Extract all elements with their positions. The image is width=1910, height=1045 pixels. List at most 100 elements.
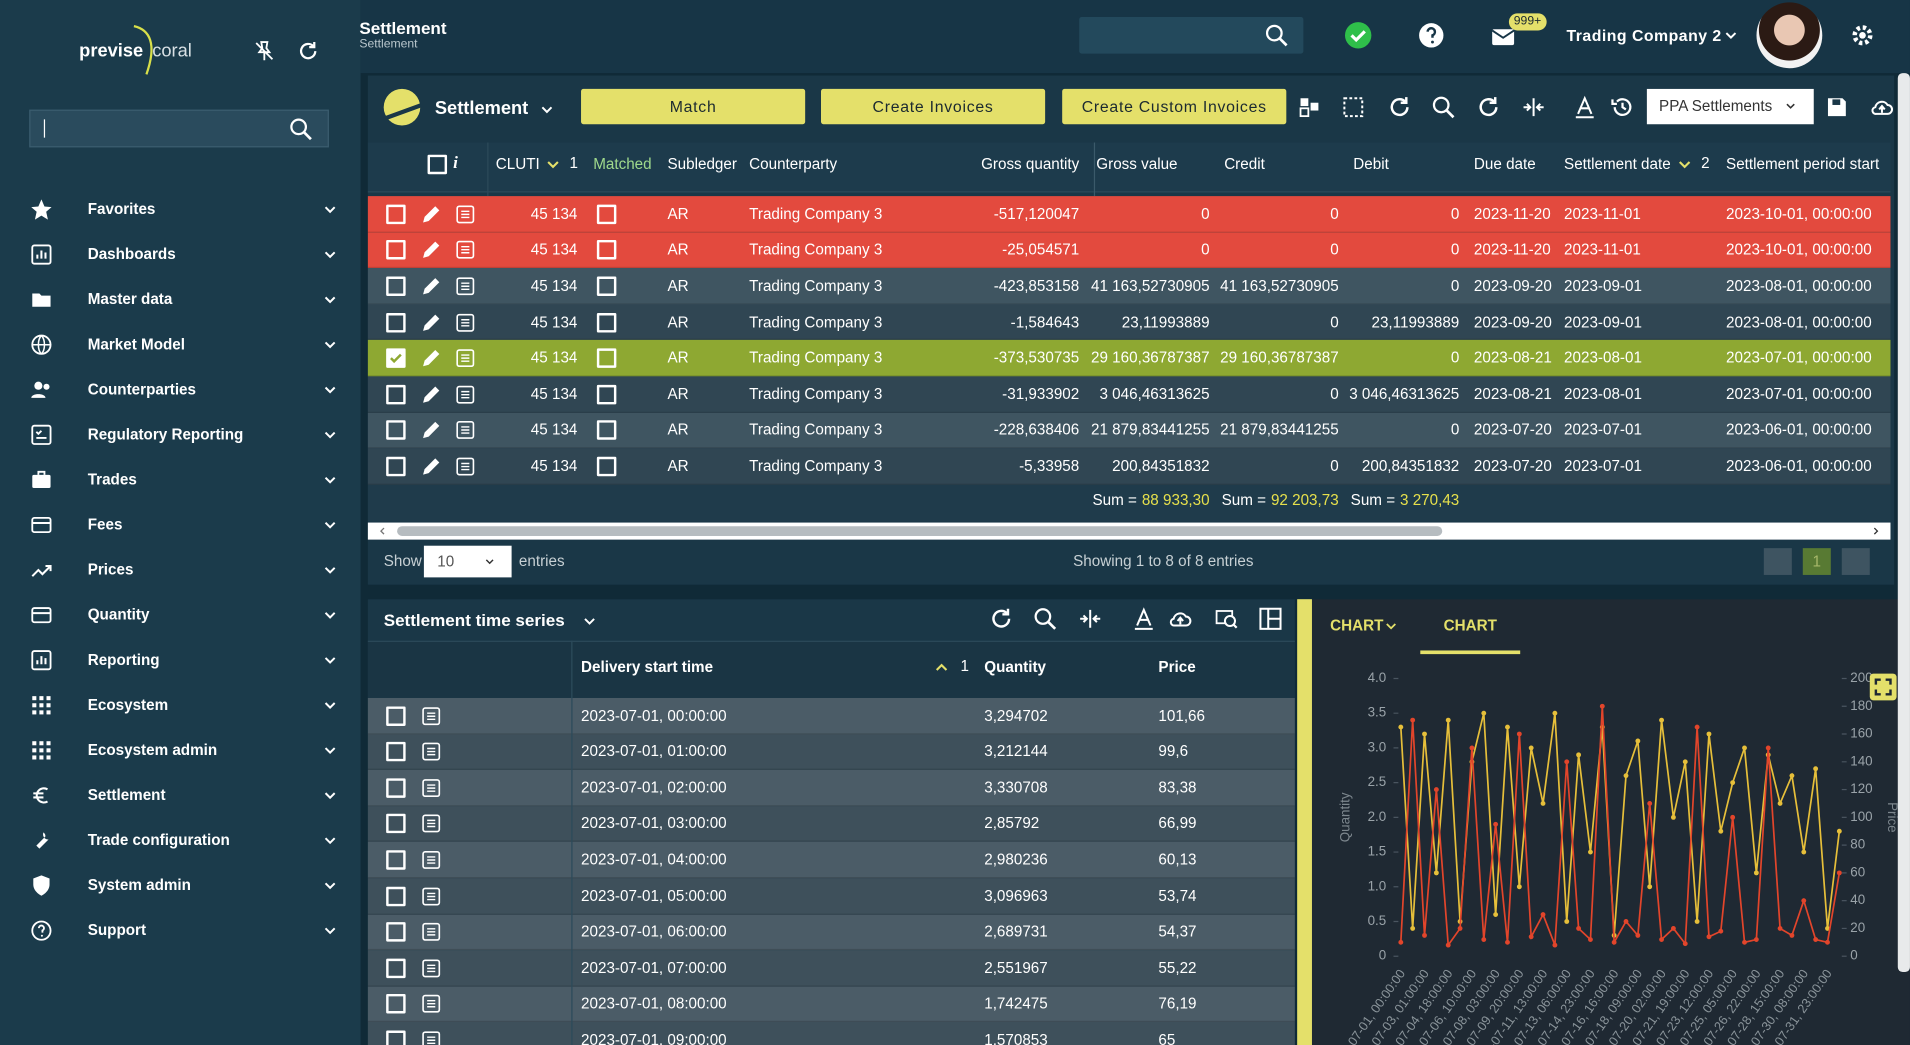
scroll-right[interactable] — [1870, 525, 1882, 537]
edit-button[interactable] — [419, 346, 443, 370]
grid-row[interactable] — [367, 412, 1891, 449]
menu-chevron[interactable] — [321, 471, 339, 489]
menu-item[interactable]: Market Model — [87, 335, 186, 353]
menu-chevron[interactable] — [324, 747, 336, 755]
column-header[interactable]: Gross quantity — [981, 155, 1080, 173]
menu-chevron[interactable] — [324, 251, 336, 259]
sidebar-search-icon[interactable] — [287, 116, 314, 143]
column-header[interactable]: Subledger — [667, 155, 737, 173]
matched-checkbox[interactable] — [596, 456, 617, 477]
scroll-left[interactable] — [380, 527, 385, 535]
column-header[interactable]: Settlement date — [1564, 155, 1671, 173]
help-button[interactable] — [1431, 40, 1434, 44]
toolbar-button[interactable] — [1520, 94, 1547, 121]
sort-indicator[interactable] — [1675, 155, 1694, 174]
row-select[interactable] — [386, 1030, 406, 1045]
grid-row[interactable] — [367, 1022, 1295, 1045]
menu-chevron[interactable] — [321, 336, 339, 354]
menu-item[interactable]: System admin — [87, 876, 191, 894]
grid-row[interactable] — [367, 232, 1891, 269]
details-button[interactable] — [461, 210, 470, 218]
action-button[interactable]: Create Custom Invoices — [1062, 88, 1287, 125]
scrollbar[interactable] — [367, 522, 1891, 540]
details-button[interactable] — [427, 892, 436, 900]
toolbar-button[interactable] — [1002, 608, 1010, 616]
menu-chevron[interactable] — [321, 696, 339, 714]
toolbar-button[interactable] — [1575, 95, 1594, 119]
edit-button[interactable] — [419, 202, 443, 226]
menu-chevron[interactable] — [324, 386, 336, 394]
details-button[interactable] — [456, 313, 475, 332]
details-button[interactable] — [422, 706, 441, 725]
column-header[interactable]: Delivery start time — [581, 658, 714, 676]
toolbar-button[interactable] — [1299, 107, 1310, 118]
column-header[interactable]: Credit — [1224, 155, 1265, 173]
details-button[interactable] — [453, 310, 477, 334]
row-select[interactable] — [386, 994, 406, 1014]
details-button[interactable] — [419, 884, 443, 908]
matched-checkbox[interactable] — [596, 348, 617, 369]
menu-item[interactable]: Prices — [87, 561, 134, 579]
help-button[interactable] — [1417, 21, 1446, 50]
chart-tab[interactable]: CHART — [1330, 617, 1384, 635]
grid-row[interactable] — [367, 268, 1891, 305]
sort-indicator[interactable] — [935, 663, 948, 671]
menu-chevron[interactable] — [324, 567, 336, 574]
grid-row[interactable] — [367, 770, 1295, 807]
menu-chevron[interactable] — [321, 786, 339, 804]
details-button[interactable] — [422, 995, 441, 1014]
edit-button[interactable] — [419, 418, 443, 442]
mail-button[interactable] — [1489, 22, 1518, 51]
details-button[interactable] — [422, 778, 441, 797]
edit-button[interactable] — [423, 350, 440, 367]
row-select[interactable] — [386, 778, 406, 798]
column-header[interactable]: Price — [1158, 658, 1196, 676]
toolbar-button[interactable] — [1047, 621, 1057, 630]
details-button[interactable] — [456, 277, 475, 296]
sidebar-search[interactable] — [29, 109, 329, 148]
edit-button[interactable] — [419, 382, 443, 406]
matched-checkbox[interactable] — [596, 312, 617, 333]
details-button[interactable] — [419, 740, 443, 764]
help-button[interactable] — [1426, 27, 1437, 38]
details-button[interactable] — [422, 1031, 441, 1045]
details-button[interactable] — [419, 956, 443, 980]
grid-row[interactable] — [367, 986, 1295, 1023]
row-select[interactable] — [386, 742, 406, 762]
company-name[interactable]: Trading Company 2 — [1566, 26, 1722, 45]
matched-checkbox[interactable] — [596, 204, 617, 224]
fullscreen-button[interactable] — [1874, 678, 1892, 696]
menu-item[interactable]: Master data — [87, 290, 173, 308]
details-button[interactable] — [422, 742, 441, 761]
details-button[interactable] — [427, 820, 436, 828]
grid-row[interactable] — [367, 340, 1891, 377]
toolbar-button[interactable] — [1034, 608, 1052, 625]
details-button[interactable] — [456, 457, 475, 476]
row-select[interactable] — [386, 204, 406, 224]
edit-button[interactable] — [423, 386, 440, 403]
page-scrollbar[interactable] — [1897, 73, 1910, 973]
grid-row[interactable] — [367, 196, 1891, 233]
details-button[interactable] — [456, 421, 475, 440]
export-button[interactable] — [1871, 100, 1893, 115]
grid-row[interactable] — [367, 842, 1295, 879]
grid-row[interactable] — [367, 697, 1295, 735]
details-button[interactable] — [427, 1036, 436, 1045]
details-button[interactable] — [419, 920, 443, 944]
toolbar-button[interactable] — [1479, 98, 1498, 117]
details-button[interactable] — [461, 282, 470, 291]
grid-row[interactable] — [367, 806, 1295, 843]
status-icon[interactable] — [1350, 30, 1366, 43]
row-select[interactable] — [386, 814, 406, 834]
toolbar-button[interactable] — [1032, 605, 1059, 632]
toolbar-button[interactable] — [1169, 612, 1192, 627]
toolbar-button[interactable] — [1077, 605, 1104, 632]
details-button[interactable] — [427, 784, 436, 792]
edit-button[interactable] — [423, 206, 440, 223]
grid-row[interactable] — [367, 304, 1891, 341]
matched-checkbox[interactable] — [596, 384, 617, 405]
timeseries-title-chevron[interactable] — [580, 612, 598, 630]
company-chevron[interactable] — [1722, 26, 1740, 44]
edit-button[interactable] — [419, 310, 443, 334]
row-select[interactable] — [386, 384, 406, 405]
